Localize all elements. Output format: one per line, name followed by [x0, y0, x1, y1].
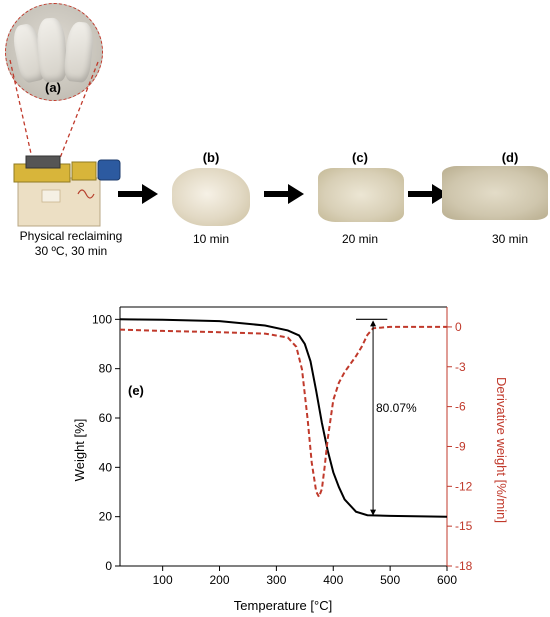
y2-tick-label: -3	[455, 360, 466, 374]
caption-d: 30 min	[491, 232, 529, 246]
y-tick-label: 20	[99, 510, 113, 524]
machine-caption-line1: Physical reclaiming	[19, 229, 123, 243]
x-tick-label: 500	[380, 573, 400, 587]
y2-tick-label: -15	[455, 519, 473, 533]
chart-panel-label: (e)	[128, 383, 144, 398]
tga-chart: 100 200 300 400 500 600 0 20 40 60 80 100 0 -3 -6 -9 -12…	[72, 306, 509, 613]
panel-label-c: (c)	[352, 150, 368, 165]
y-tick-label: 40	[99, 460, 113, 474]
y-tick-label: 0	[105, 559, 112, 573]
panel-label-b: (b)	[202, 150, 220, 165]
arrow-right-icon	[118, 184, 158, 204]
arrow-right-icon	[264, 184, 304, 204]
x-tick-label: 100	[153, 573, 173, 587]
x-tick-label: 200	[210, 573, 230, 587]
plot-area: 100 200 300 400 500 600 0 20 40 60 80 100 0 -3 -6 -9 -12…	[92, 306, 473, 587]
panel-label-a: (a)	[45, 80, 61, 95]
y-axis-title: Weight [%]	[72, 419, 87, 482]
bracket-arrowhead-top	[370, 320, 377, 327]
reclaimed-rubber-20min-photo	[318, 168, 404, 222]
reclaiming-machine-photo	[13, 155, 121, 227]
arrow-right-icon	[408, 184, 448, 204]
zoom-lines	[9, 59, 99, 159]
weight-line	[119, 318, 448, 518]
mass-loss-annotation: 80.07%	[376, 401, 417, 415]
panel-label-d: (d)	[501, 150, 519, 165]
machine-caption: Physical reclaiming 30 ºC, 30 min	[0, 229, 142, 259]
caption-b: 10 min	[192, 232, 230, 246]
bracket-arrowhead-bottom	[370, 509, 377, 516]
y-tick-label: 100	[92, 312, 112, 326]
gloves-photo	[5, 3, 103, 101]
x-axis-title: Temperature [°C]	[234, 598, 332, 613]
y2-tick-label: -6	[455, 400, 466, 414]
x-tick-label: 400	[323, 573, 343, 587]
derivative-weight-line	[119, 325, 447, 500]
y2-tick-label: 0	[455, 320, 462, 334]
x-tick-label: 600	[437, 573, 457, 587]
reclaimed-rubber-10min-photo	[172, 168, 250, 226]
x-tick-label: 300	[266, 573, 286, 587]
y2-axis-title: Derivative weight [%/min]	[494, 377, 509, 523]
y2-tick-label: -12	[455, 479, 473, 493]
machine-caption-line2: 30 ºC, 30 min	[34, 244, 108, 258]
y2-tick-label: -18	[455, 559, 473, 573]
y-tick-label: 60	[99, 411, 113, 425]
caption-c: 20 min	[341, 232, 379, 246]
y2-tick-label: -9	[455, 439, 466, 453]
reclaimed-rubber-30min-photo	[442, 166, 548, 220]
y-tick-label: 80	[99, 362, 113, 376]
